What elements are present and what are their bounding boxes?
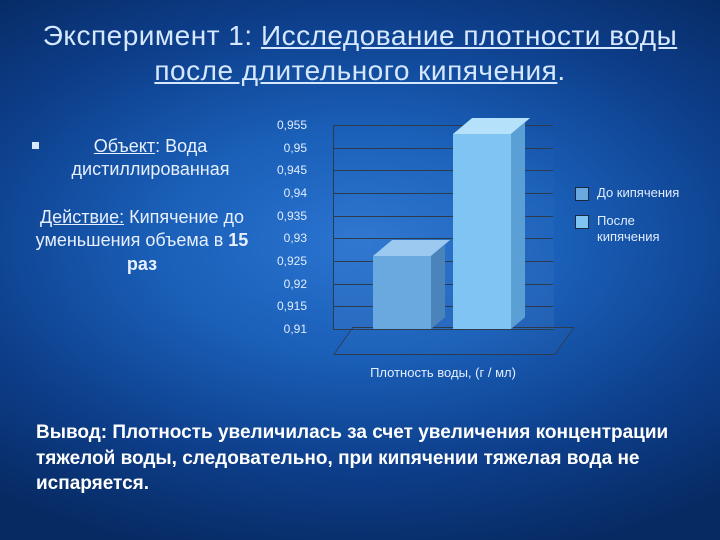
grid-line [333,329,553,330]
bar [453,134,511,329]
y-tick-label: 0,95 [284,141,307,155]
legend-item: После кипячения [575,213,690,244]
bar [373,256,431,329]
bar-side [431,245,445,329]
conclusion-text: Вывод: Плотность увеличилась за счет уве… [36,420,686,497]
y-tick-label: 0,92 [284,277,307,291]
bullet-icon [32,142,39,149]
chart-floor [333,327,575,355]
legend-swatch [575,215,589,229]
y-tick-label: 0,91 [284,322,307,336]
y-tick-label: 0,94 [284,186,307,200]
legend-swatch [575,187,589,201]
legend-item: До кипячения [575,185,690,201]
object-text: Объект: Вода дистиллированная [49,135,252,182]
bar-side [511,122,525,329]
slide: Эксперимент 1: Исследование плотности во… [0,0,720,540]
object-block: Объект: Вода дистиллированная [32,135,252,182]
bar-front [453,134,511,329]
chart: 0,91 0,915 0,92 0,925 0,93 0,935 0,94 0,945 0,95… [275,115,695,405]
title-prefix: Эксперимент 1: [43,20,261,51]
y-tick-label: 0,925 [277,254,307,268]
left-column: Объект: Вода дистиллированная Действие: … [32,135,252,276]
slide-title: Эксперимент 1: Исследование плотности во… [0,18,720,88]
title-suffix: . [557,55,565,86]
action-label: Действие: [40,207,124,227]
action-block: Действие: Кипячение до уменьшения объема… [32,206,252,276]
x-axis-title: Плотность воды, (г / мл) [333,365,553,380]
legend: До кипячения После кипячения [575,185,690,256]
y-tick-label: 0,945 [277,163,307,177]
bar-front [373,256,431,329]
plot-area: 0,910,9150,920,9250,930,9350,940,9450,95… [333,125,553,355]
y-tick-label: 0,915 [277,299,307,313]
legend-label: До кипячения [597,185,679,201]
legend-label: После кипячения [597,213,690,244]
object-label: Объект [94,136,155,156]
y-tick-label: 0,935 [277,209,307,223]
y-tick-label: 0,955 [277,118,307,132]
y-tick-label: 0,93 [284,231,307,245]
